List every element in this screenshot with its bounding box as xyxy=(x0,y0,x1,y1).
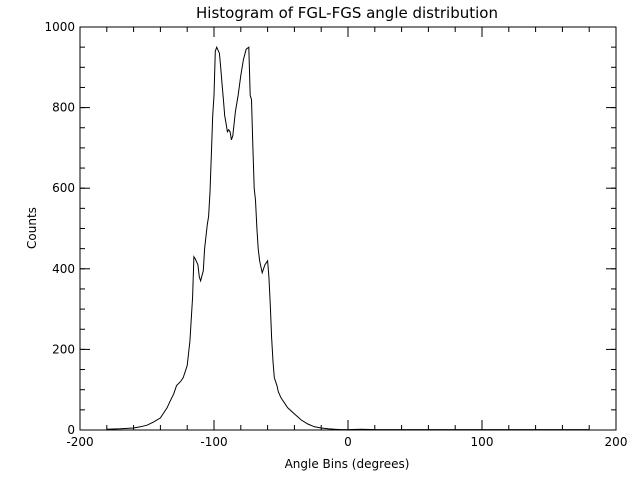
y-tick-label: 600 xyxy=(52,181,75,195)
x-tick-labels: -200 -100 0 100 200 xyxy=(66,435,627,449)
chart-title: Histogram of FGL-FGS angle distribution xyxy=(196,4,498,22)
y-tick-labels: 0 200 400 600 800 1000 xyxy=(44,20,75,437)
x-tick-label: -200 xyxy=(66,435,93,449)
y-axis-title: Counts xyxy=(25,207,39,249)
x-tick-label: 0 xyxy=(344,435,352,449)
x-tick-label: -100 xyxy=(200,435,227,449)
y-tick-label: 0 xyxy=(67,423,75,437)
y-tick-label: 400 xyxy=(52,262,75,276)
y-tick-label: 200 xyxy=(52,342,75,356)
y-tick-label: 800 xyxy=(52,101,75,115)
x-axis-title: Angle Bins (degrees) xyxy=(285,457,410,471)
x-tick-label: 200 xyxy=(605,435,628,449)
series-line-counts xyxy=(106,45,590,431)
y-tick-label: 1000 xyxy=(44,20,75,34)
axis-ticks xyxy=(79,26,617,431)
plot-frame xyxy=(79,26,617,431)
x-tick-label: 100 xyxy=(471,435,494,449)
